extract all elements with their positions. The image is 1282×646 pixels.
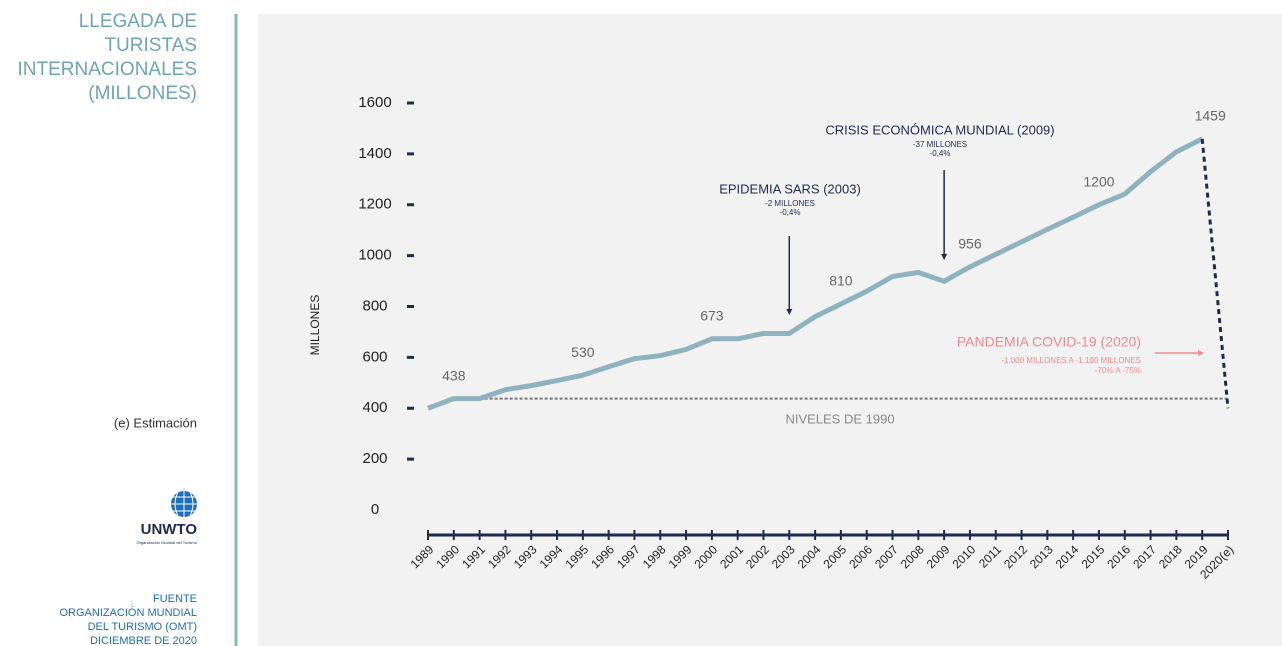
logo-subtitle: Organización Mundial del Turismo [137,540,198,545]
sidebar-title: LLEGADA DE [79,11,197,32]
data-label: 956 [958,236,982,252]
source: ORGANIZACIÓN MUNDIAL [59,606,197,619]
arrow-head [941,254,948,260]
annotation-line: -37 MILLONES [913,140,967,149]
annotation-title: EPIDEMIA SARS (2003) [719,181,861,196]
chart-panel [258,14,1282,646]
note: (e) Estimación [114,415,197,430]
sidebar-title: (MILLONES) [88,83,197,104]
source: DEL TURISMO (OMT) [88,621,197,633]
source: FUENTE [153,593,197,605]
annotation-title: CRISIS ECONÓMICA MUNDIAL (2009) [825,122,1054,137]
y-tick-label: 600 [362,348,387,365]
annotation-line: -1.000 MILLONES A -1.100 MILLONES [1001,356,1141,365]
y-tick-label: 1400 [358,145,391,162]
annotation-line: -0,4% [780,208,801,217]
arrow-head [786,309,793,315]
estimate-line [1200,138,1230,409]
data-label: 438 [442,367,466,383]
logo-lines [171,491,197,517]
arrow-head [1198,350,1204,356]
y-tick-label: 400 [362,399,387,416]
data-line [427,136,1204,411]
sidebar-title: INTERNACIONALES [18,59,197,80]
y-tick-label: 1200 [358,196,391,213]
annotation-line: -0,4% [930,149,951,158]
data-label: 673 [700,308,724,324]
data-label: 810 [829,273,853,289]
sidebar-title: TURISTAS [104,35,197,56]
y-tick-label: 1000 [358,247,391,264]
reference-label: NIVELES DE 1990 [785,411,894,426]
data-label: 530 [571,344,595,360]
y-tick-label: 800 [362,297,387,314]
y-tick-label: 1600 [358,94,391,111]
data-label: 1200 [1083,173,1114,189]
source: DICIEMBRE DE 2020 [90,635,197,646]
annotation-title: PANDEMIA COVID-19 (2020) [957,334,1141,350]
y-tick-label: 200 [362,450,387,467]
annotation-line: -2 MILLONES [765,199,815,208]
logo-text: UNWTO [141,521,198,538]
y-axis-label: MILLONES [308,295,322,356]
annotation-line: -70% A -75% [1095,366,1141,375]
data-label: 1459 [1195,108,1226,124]
y-tick-label: 0 [371,501,379,518]
